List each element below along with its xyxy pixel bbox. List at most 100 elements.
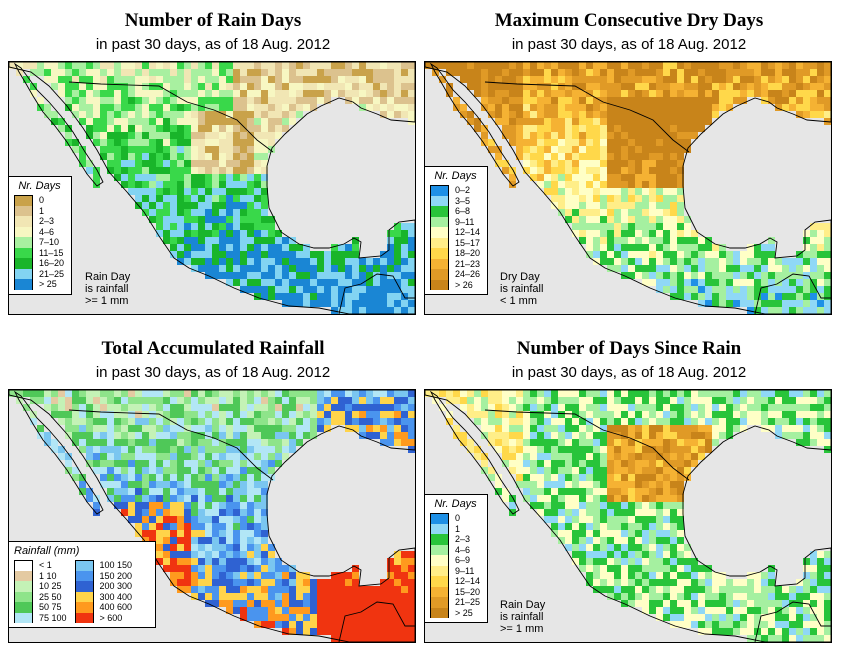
legend-swatch xyxy=(430,607,449,618)
us-mexico-border xyxy=(484,409,690,481)
legend-swatch xyxy=(14,560,33,571)
coastline xyxy=(9,390,415,642)
legend-item: 18–20 xyxy=(430,248,481,259)
legend-label: 11–15 xyxy=(39,247,64,258)
legend-label: 10 25 xyxy=(39,581,62,592)
legend-item: 15–20 xyxy=(430,586,481,597)
legend-item: > 25 xyxy=(430,607,481,618)
map-max-dry-days[interactable] xyxy=(424,61,832,315)
panel-title: Number of Rain Days xyxy=(124,10,302,31)
legend-label: > 25 xyxy=(39,279,57,290)
legend-swatch xyxy=(14,226,33,237)
legend-label: 6–9 xyxy=(455,555,471,566)
legend-label: 9–11 xyxy=(455,565,475,576)
legend-label: 50 75 xyxy=(39,602,62,613)
legend-label: 21–25 xyxy=(39,268,65,279)
baja-coastline xyxy=(429,62,520,187)
legend-swatch xyxy=(430,576,449,587)
legend-item: < 1 xyxy=(14,560,67,571)
legend-item: 24–26 xyxy=(430,269,481,280)
legend-swatch xyxy=(14,570,33,581)
map-note: Dry Day is rainfall < 1 mm xyxy=(500,271,543,307)
legend-item: 6–8 xyxy=(430,206,481,217)
legend-item: 16–20 xyxy=(14,258,65,269)
note-line: is rainfall xyxy=(500,283,544,295)
legend-swatch xyxy=(14,237,33,248)
legend-item: 200 300 xyxy=(74,581,132,592)
legend-label: > 600 xyxy=(99,612,123,623)
note-line: >= 1 mm xyxy=(85,295,129,307)
legend-swatch xyxy=(14,195,33,206)
legend-label: 6–8 xyxy=(455,206,471,217)
legend-item: 12–14 xyxy=(430,227,481,238)
legend-label: 2–3 xyxy=(455,534,471,545)
legend-swatch xyxy=(74,591,94,602)
map-rain-days[interactable] xyxy=(8,61,416,315)
legend-label: 9–11 xyxy=(455,216,475,227)
note-line: < 1 mm xyxy=(500,295,537,307)
central-america-borders xyxy=(338,273,415,314)
legend-item: 21–23 xyxy=(430,258,481,269)
legend-label: 150 200 xyxy=(99,570,133,581)
legend-title: Rainfall (mm) xyxy=(14,545,80,557)
legend-swatch xyxy=(74,570,94,581)
legend-label: 1 xyxy=(455,523,461,534)
legend-item: 2–3 xyxy=(14,216,65,227)
map-days-since-rain[interactable] xyxy=(424,389,832,643)
legend-item: 50 75 xyxy=(14,602,67,613)
legend-item: 100 150 xyxy=(74,560,132,571)
legend-item: 21–25 xyxy=(14,268,65,279)
legend-label: 3–5 xyxy=(455,195,471,206)
legend-swatch xyxy=(14,205,33,216)
coastline xyxy=(9,62,415,314)
legend-label: > 25 xyxy=(455,607,473,618)
baja-coastline xyxy=(13,62,104,187)
legend-swatch xyxy=(14,591,33,602)
note-line: is rainfall xyxy=(85,283,129,295)
legend-swatch xyxy=(430,565,449,576)
legend-item: 300 400 xyxy=(74,591,132,602)
legend-item: 15–17 xyxy=(430,237,481,248)
legend-item: 4–6 xyxy=(14,226,65,237)
legend-item: 1 10 xyxy=(14,570,67,581)
us-mexico-border xyxy=(484,81,690,153)
grid-cells xyxy=(425,62,831,314)
legend-label: > 26 xyxy=(455,279,473,290)
legend-label: 16–20 xyxy=(39,258,65,269)
legend-label: 2–3 xyxy=(39,216,55,227)
legend-swatch xyxy=(430,237,449,248)
legend-swatch xyxy=(14,612,33,623)
note-line: Rain Day xyxy=(85,271,131,283)
legend-label: 7–10 xyxy=(39,237,60,248)
us-mexico-border xyxy=(68,81,274,153)
us-mexico-border xyxy=(68,409,274,481)
legend-item: 7–10 xyxy=(14,237,65,248)
legend-label: 4–6 xyxy=(455,544,471,555)
legend-label: < 1 xyxy=(39,560,52,571)
panel-rain-days: Number of Rain Days in past 30 days, as … xyxy=(8,0,418,318)
legend-swatch xyxy=(430,555,449,566)
legend-item: 25 50 xyxy=(14,591,67,602)
note-line: Rain Day xyxy=(500,599,546,611)
legend-item: > 25 xyxy=(14,279,65,290)
legend-swatch xyxy=(14,258,33,269)
legend-items: 0 1 2–3 4–6 6–9 9–11 12–14 15–20 21–25 > 25 xyxy=(430,513,481,618)
panel-total-rainfall: Total Accumulated Rainfall in past 30 da… xyxy=(8,328,418,646)
legend-swatch xyxy=(14,279,33,290)
legend-label: 21–23 xyxy=(455,258,481,269)
legend-item: 75 100 xyxy=(14,612,67,623)
legend-item: > 26 xyxy=(430,279,481,290)
legend-swatch xyxy=(430,279,449,290)
legend-swatch xyxy=(430,258,449,269)
legend-days-since-rain: Nr. Days 0 1 2–3 4–6 6–9 9–11 12–14 15–20 21–25 >… xyxy=(424,494,488,623)
legend-item: 9–11 xyxy=(430,216,481,227)
panel-title: Maximum Consecutive Dry Days xyxy=(494,10,764,31)
legend-item: 11–15 xyxy=(14,247,65,258)
legend-item: 9–11 xyxy=(430,565,481,576)
baja-coastline xyxy=(13,390,104,515)
central-america-borders xyxy=(754,601,831,642)
legend-item: 12–14 xyxy=(430,576,481,587)
legend-item: 0–2 xyxy=(430,185,481,196)
